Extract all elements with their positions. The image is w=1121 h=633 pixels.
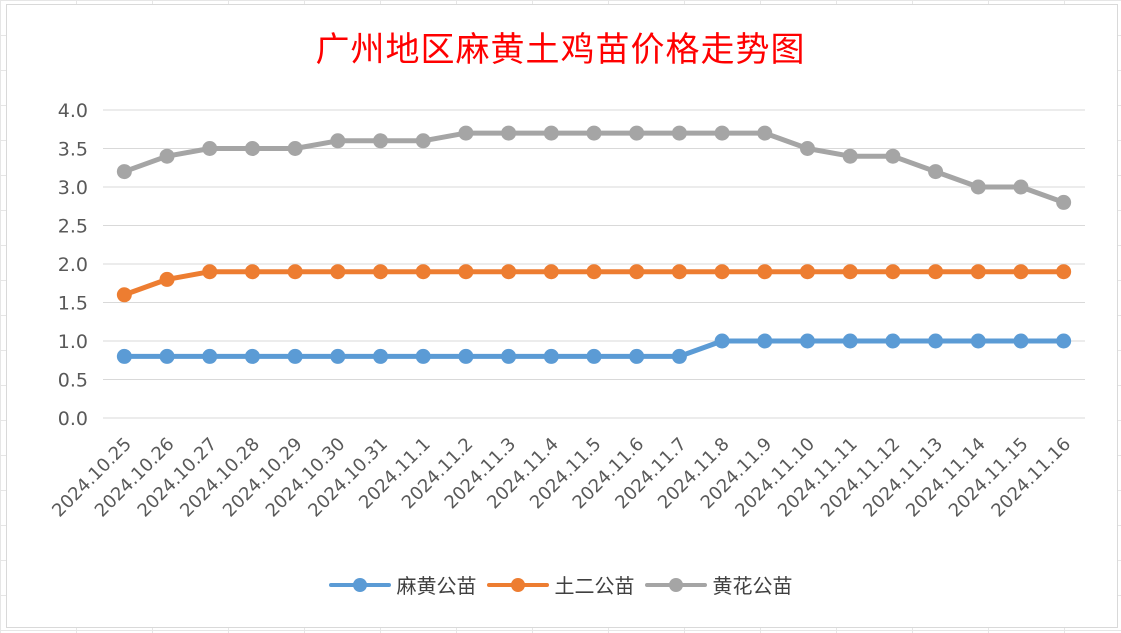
data-point[interactable] (714, 264, 730, 280)
data-point[interactable] (458, 125, 474, 141)
data-point[interactable] (458, 264, 474, 280)
data-point[interactable] (799, 141, 815, 156)
data-point[interactable] (287, 141, 303, 156)
data-point[interactable] (373, 348, 389, 364)
data-point[interactable] (586, 125, 602, 141)
data-point[interactable] (415, 348, 431, 364)
data-point[interactable] (714, 333, 730, 349)
data-point[interactable] (970, 179, 986, 195)
data-point[interactable] (629, 264, 645, 280)
series-line-2 (121, 130, 1067, 205)
data-point[interactable] (629, 348, 645, 364)
data-point[interactable] (244, 141, 260, 156)
data-point[interactable] (1013, 179, 1029, 195)
data-point[interactable] (928, 164, 944, 180)
data-point[interactable] (116, 348, 132, 364)
legend-swatch (328, 575, 391, 595)
data-point[interactable] (501, 125, 517, 141)
data-point[interactable] (330, 264, 346, 280)
data-point[interactable] (244, 348, 260, 364)
data-point[interactable] (671, 348, 687, 364)
data-point[interactable] (757, 125, 773, 141)
data-point[interactable] (415, 264, 431, 280)
data-point[interactable] (671, 125, 687, 141)
legend-item-0[interactable]: 麻黄公苗 (328, 570, 477, 599)
data-point[interactable] (714, 125, 730, 141)
data-point[interactable] (885, 148, 901, 164)
data-point[interactable] (287, 264, 303, 280)
data-point[interactable] (842, 333, 858, 349)
data-point[interactable] (586, 264, 602, 280)
data-point[interactable] (159, 271, 175, 287)
data-point[interactable] (159, 148, 175, 164)
data-point[interactable] (842, 264, 858, 280)
legend-label: 黄花公苗 (712, 574, 793, 598)
data-point[interactable] (287, 348, 303, 364)
data-point[interactable] (373, 264, 389, 280)
data-point[interactable] (202, 264, 218, 280)
data-point[interactable] (202, 348, 218, 364)
legend-label: 土二公苗 (554, 574, 635, 598)
data-point[interactable] (501, 348, 517, 364)
y-tick-label: 2.0 (58, 254, 88, 276)
data-point[interactable] (1056, 194, 1072, 210)
chart-area[interactable] (6, 4, 1118, 628)
legend-item-1[interactable]: 土二公苗 (486, 570, 635, 599)
data-point[interactable] (543, 348, 559, 364)
data-point[interactable] (116, 164, 132, 180)
data-point[interactable] (757, 264, 773, 280)
data-point[interactable] (244, 264, 260, 280)
data-point[interactable] (799, 333, 815, 349)
data-point[interactable] (1013, 264, 1029, 280)
data-point[interactable] (159, 348, 175, 364)
y-tick-label: 0.5 (58, 370, 88, 392)
data-point[interactable] (970, 264, 986, 280)
legend-swatch (486, 575, 549, 595)
data-point[interactable] (458, 348, 474, 364)
data-point[interactable] (501, 264, 517, 280)
data-point[interactable] (415, 133, 431, 149)
data-point[interactable] (928, 333, 944, 349)
legend-label: 麻黄公苗 (396, 574, 477, 598)
data-point[interactable] (330, 348, 346, 364)
data-point[interactable] (1056, 333, 1072, 349)
data-point[interactable] (629, 125, 645, 141)
data-point[interactable] (586, 348, 602, 364)
data-point[interactable] (671, 264, 687, 280)
data-point[interactable] (330, 133, 346, 149)
y-tick-label: 3.0 (58, 177, 88, 199)
data-point[interactable] (202, 141, 218, 156)
data-point[interactable] (543, 264, 559, 280)
chart-title: 广州地区麻黄土鸡苗价格走势图 (315, 30, 806, 70)
data-point[interactable] (116, 287, 132, 303)
data-point[interactable] (970, 333, 986, 349)
y-tick-label: 0.0 (58, 408, 88, 430)
legend-swatch (644, 575, 707, 595)
data-point[interactable] (757, 333, 773, 349)
data-point[interactable] (373, 133, 389, 149)
y-tick-label: 3.5 (58, 139, 88, 161)
y-tick-label: 2.5 (58, 216, 88, 238)
data-point[interactable] (842, 148, 858, 164)
data-point[interactable] (799, 264, 815, 280)
y-tick-label: 1.0 (58, 331, 88, 353)
data-point[interactable] (928, 264, 944, 280)
data-point[interactable] (543, 125, 559, 141)
legend-item-2[interactable]: 黄花公苗 (644, 570, 793, 599)
data-point[interactable] (1013, 333, 1029, 349)
data-point[interactable] (885, 333, 901, 349)
y-tick-label: 1.5 (58, 293, 88, 315)
data-point[interactable] (885, 264, 901, 280)
data-point[interactable] (1056, 264, 1072, 280)
chart-legend[interactable]: 麻黄公苗 土二公苗 黄花公苗 (0, 570, 1121, 599)
y-tick-label: 4.0 (58, 100, 88, 122)
